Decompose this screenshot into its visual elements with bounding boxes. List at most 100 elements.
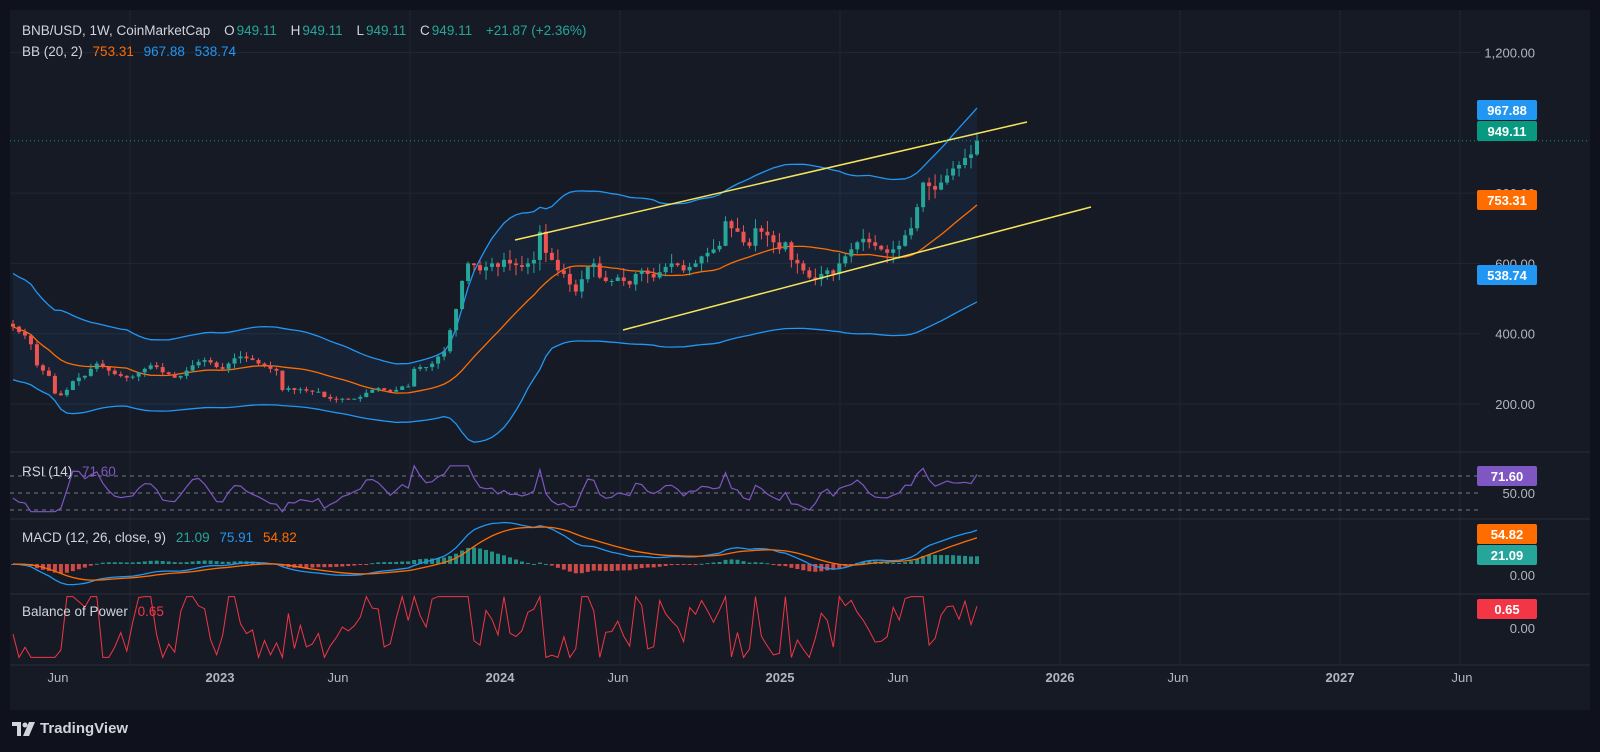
candle-body — [567, 273, 572, 285]
candle-body — [945, 175, 950, 183]
price-axis-label: 200.00 — [1495, 397, 1535, 412]
bb-legend[interactable]: BB (20, 2) 753.31 967.88 538.74 — [22, 44, 238, 59]
candle-body — [555, 259, 560, 271]
candle-body — [921, 182, 926, 208]
candle — [567, 266, 572, 292]
candle — [100, 359, 105, 369]
candle — [897, 240, 902, 260]
macd-histogram-bar — [531, 563, 536, 565]
macd-histogram-bar — [232, 561, 237, 564]
candle — [250, 355, 255, 361]
macd-histogram-bar — [430, 558, 435, 564]
macd-signal-value: 54.82 — [262, 530, 297, 545]
macd-histogram-bar — [352, 564, 357, 566]
macd-histogram-bar — [106, 562, 111, 564]
macd-histogram-bar — [717, 562, 722, 564]
chart-frame[interactable]: 200.00400.00600.00800.001,200.00967.8894… — [10, 10, 1590, 710]
macd-histogram-bar — [220, 561, 225, 564]
candle-body — [927, 182, 932, 187]
candle — [28, 334, 33, 350]
candle-body — [88, 368, 93, 376]
candle — [472, 263, 477, 272]
macd-histogram-bar — [160, 561, 165, 564]
candle — [921, 181, 926, 212]
candle — [765, 221, 770, 247]
candle-body — [46, 370, 51, 376]
candle-body — [400, 386, 405, 390]
tradingview-branding[interactable]: TradingView — [12, 720, 128, 737]
candle — [501, 252, 506, 273]
macd-legend[interactable]: MACD (12, 26, close, 9) 21.09 75.91 54.8… — [22, 530, 299, 545]
candle-body — [190, 365, 195, 371]
candle — [268, 361, 273, 373]
candle — [789, 240, 794, 268]
candle-body — [669, 263, 674, 267]
rsi-pane — [10, 464, 1480, 513]
candle-body — [765, 231, 770, 236]
bop-line — [12, 594, 978, 660]
candle — [142, 367, 147, 377]
macd-histogram-bar — [837, 564, 842, 569]
candle — [484, 261, 489, 280]
candle — [418, 364, 423, 372]
macd-histogram-bar — [747, 562, 752, 564]
macd-histogram-bar — [933, 554, 938, 564]
macd-histogram-bar — [741, 561, 746, 564]
macd-histogram-bar — [214, 561, 219, 564]
macd-histogram-bar — [549, 564, 554, 566]
candle — [448, 328, 453, 354]
candle-body — [328, 396, 333, 399]
price-tag: 967.88 — [1477, 100, 1537, 120]
candle — [861, 229, 866, 251]
macd-histogram-bar — [609, 564, 614, 572]
candle — [238, 351, 243, 364]
candle — [693, 259, 698, 268]
macd-histogram-bar — [729, 559, 734, 564]
candle — [124, 375, 129, 382]
bop-legend[interactable]: Balance of Power 0.65 — [22, 604, 166, 619]
macd-histogram-bar — [436, 558, 441, 564]
candle — [292, 387, 297, 395]
candle — [873, 235, 878, 251]
candle — [675, 262, 680, 267]
candle — [783, 241, 788, 252]
candle — [903, 230, 908, 247]
candle-body — [951, 168, 956, 176]
candle — [76, 373, 81, 386]
candle — [430, 361, 435, 372]
candle-body — [484, 266, 489, 271]
candle — [633, 272, 638, 291]
candle-body — [609, 280, 614, 282]
candle-body — [370, 389, 375, 393]
candle — [705, 247, 710, 263]
macd-histogram-bar — [178, 562, 183, 564]
rsi-label: RSI (14) — [22, 464, 73, 479]
candle — [274, 367, 279, 376]
candle-body — [969, 154, 974, 158]
chart-canvas[interactable]: 200.00400.00600.00800.001,200.00967.8894… — [10, 10, 1590, 710]
macd-histogram-bar — [124, 562, 129, 564]
candle — [681, 260, 686, 273]
candle-body — [466, 263, 471, 281]
candle-body — [274, 368, 279, 371]
candle — [819, 266, 824, 287]
candle — [801, 260, 806, 275]
bb-upper-line — [12, 107, 978, 365]
macd-histogram-bar — [681, 564, 686, 565]
macd-histogram-bar — [555, 564, 560, 568]
macd-histogram-bar — [88, 564, 93, 566]
candle — [424, 367, 429, 372]
price-tag-text: 54.82 — [1491, 527, 1524, 542]
price-tag-text: 753.31 — [1487, 193, 1527, 208]
candle-body — [346, 398, 351, 400]
rsi-legend[interactable]: RSI (14) 71.60 — [22, 464, 118, 479]
candle — [460, 280, 465, 310]
macd-histogram-bar — [328, 564, 333, 568]
candle — [909, 217, 914, 240]
x-axis-label: Jun — [1168, 670, 1189, 685]
candle — [256, 358, 261, 366]
macd-histogram-bar — [789, 564, 794, 568]
candle-body — [537, 231, 542, 260]
candle — [166, 371, 171, 376]
symbol-title[interactable]: BNB/USD, 1W, CoinMarketCap — [22, 23, 211, 38]
